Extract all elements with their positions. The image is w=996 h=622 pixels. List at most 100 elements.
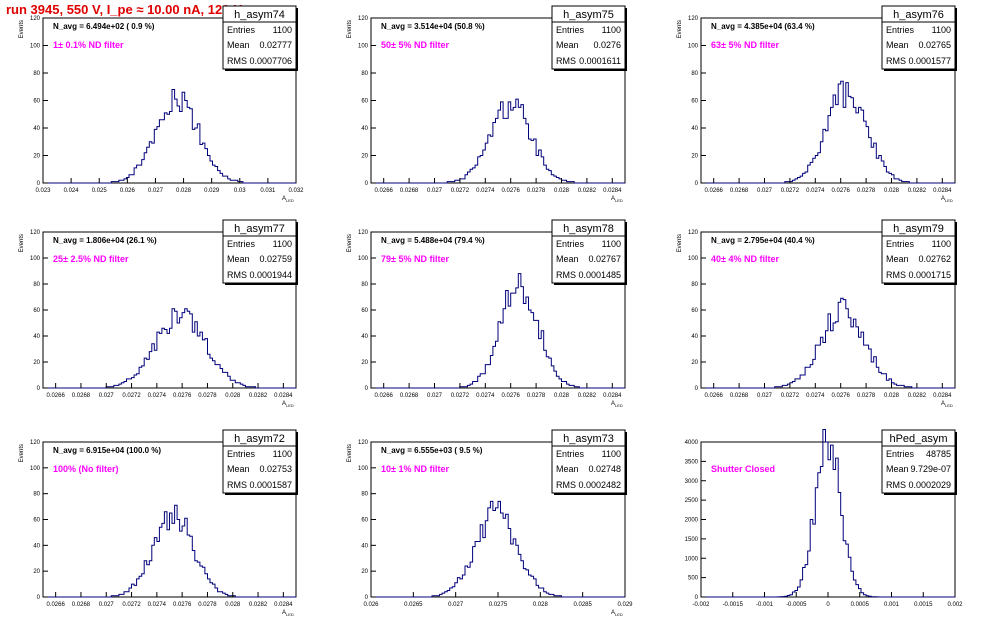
y-tick-label: 120 [30, 440, 41, 446]
x-tick-label: 0.027 [99, 602, 115, 608]
histogram-series-h_asym73 [371, 500, 625, 598]
x-tick-label: 0.031 [260, 188, 276, 194]
y-axis-label: Events [19, 234, 25, 252]
x-tick-label: 0.0282 [908, 188, 927, 194]
y-tick-label: 80 [361, 492, 368, 498]
y-axis-label: Events [677, 20, 683, 38]
y-axis-label: Events [347, 234, 353, 252]
y-tick-label: 20 [33, 569, 40, 575]
histogram-name: h_asym76 [893, 9, 944, 21]
n-avg-text: N_avg = 5.488e+04 (79.4 %) [381, 236, 485, 245]
filter-annotation: 40± 4% ND filter [711, 254, 779, 264]
stats-mean-value: 0.0276 [593, 40, 621, 50]
n-avg-text: N_avg = 1.806e+04 (26.1 %) [53, 236, 157, 245]
histogram-name: h_asym75 [563, 9, 614, 21]
stats-mean-label: Mean [227, 254, 250, 264]
n-avg-text: N_avg = 2.795e+04 (40.4 %) [711, 236, 815, 245]
histogram-series-h_asym74 [43, 89, 296, 184]
stats-mean-value: 0.02762 [918, 254, 951, 264]
n-avg-text: N_avg = 6.555e+03 ( 9.5 %) [381, 446, 483, 455]
stats-mean-label: Mean [886, 254, 909, 264]
x-tick-label: 0.029 [204, 188, 220, 194]
y-tick-label: 20 [361, 154, 368, 160]
x-tick-label: 0.0268 [730, 393, 749, 399]
y-axis-label: Events [347, 444, 353, 462]
stats-rms-label: RMS [886, 480, 906, 490]
x-tick-label: -0.001 [756, 602, 774, 608]
x-tick-label: 0.026 [120, 188, 136, 194]
x-tick-label: 0.026 [363, 602, 379, 608]
y-tick-label: 80 [691, 71, 698, 77]
x-axis-label: ALED [941, 196, 953, 203]
y-tick-label: 100 [30, 44, 41, 50]
stats-entries-label: Entries [886, 449, 915, 459]
x-tick-label: 0.0272 [451, 188, 470, 194]
y-tick-label: 40 [361, 126, 368, 132]
stats-rms-label: RMS [556, 270, 576, 280]
stats-rms-label: RMS [227, 270, 247, 280]
x-tick-label: 0.0268 [730, 188, 749, 194]
histogram-panel-h_asym76: 0.0266 0.0268 0.027 0.0272 0.0274 0.0276 0.027… [677, 5, 957, 203]
histogram-series-hPed_asym [701, 429, 955, 598]
x-axis-label: ALED [941, 401, 953, 408]
y-tick-label: 60 [691, 99, 698, 105]
y-tick-label: 80 [33, 492, 40, 498]
y-tick-label: 20 [691, 154, 698, 160]
stats-mean-value: 0.02767 [588, 254, 621, 264]
stats-entries-label: Entries [886, 239, 915, 249]
y-tick-label: 20 [691, 360, 698, 366]
stats-rms-label: RMS [886, 56, 906, 66]
y-tick-label: 0 [695, 181, 699, 187]
x-tick-label: 0.028 [225, 602, 241, 608]
histogram-series-h_asym72 [43, 504, 296, 598]
x-tick-label: 0.0282 [578, 188, 597, 194]
y-tick-label: 0 [365, 386, 369, 392]
y-tick-label: 100 [30, 466, 41, 472]
histogram-series-h_asym75 [371, 98, 625, 184]
y-tick-label: 60 [33, 308, 40, 314]
y-axis-label: Events [677, 234, 683, 252]
stats-rms-label: RMS [886, 270, 906, 280]
y-tick-label: 2500 [685, 498, 699, 504]
x-tick-label: 0.032 [288, 188, 304, 194]
x-tick-label: 0.0278 [857, 188, 876, 194]
stats-mean-label: Mean [886, 464, 909, 474]
histogram-name: h_asym74 [234, 9, 285, 21]
histogram-name: hPed_asym [889, 433, 947, 445]
y-tick-label: 20 [33, 360, 40, 366]
stats-entries-label: Entries [886, 25, 915, 35]
stats-rms-label: RMS [556, 480, 576, 490]
x-tick-label: 0.028 [884, 393, 900, 399]
x-tick-label: 0.028 [554, 188, 570, 194]
x-tick-label: 0.0284 [274, 602, 293, 608]
x-tick-label: 0.0284 [274, 393, 293, 399]
x-tick-label: 0.0285 [573, 602, 592, 608]
y-tick-label: 0 [365, 181, 369, 187]
x-tick-label: 0.0272 [122, 393, 141, 399]
stats-mean-value: 0.02759 [259, 254, 292, 264]
stats-box [551, 429, 626, 494]
x-tick-label: 0.0276 [832, 188, 851, 194]
filter-annotation: 63± 5% ND filter [711, 40, 779, 50]
x-tick-label: 0.0276 [832, 393, 851, 399]
y-tick-label: 40 [33, 543, 40, 549]
stats-mean-value: 0.02753 [259, 464, 292, 474]
y-tick-label: 80 [361, 282, 368, 288]
x-tick-label: 0.0282 [249, 602, 268, 608]
y-tick-label: 120 [30, 16, 41, 22]
x-tick-label: 0.0282 [249, 393, 268, 399]
histogram-series-h_asym79 [701, 297, 955, 389]
x-tick-label: 0.0274 [148, 602, 167, 608]
x-tick-label: 0.0266 [705, 393, 724, 399]
stats-entries-value: 1100 [932, 239, 951, 249]
stats-mean-label: Mean [227, 40, 250, 50]
stats-rms-value: 0.0001611 [579, 56, 621, 66]
y-tick-label: 4000 [685, 440, 699, 446]
x-tick-label: 0.001 [884, 602, 900, 608]
stats-entries-value: 1100 [273, 449, 292, 459]
stats-entries-label: Entries [227, 449, 256, 459]
y-tick-label: 120 [688, 16, 699, 22]
y-tick-label: 0 [37, 595, 41, 601]
x-tick-label: 0.0272 [781, 188, 800, 194]
y-tick-label: 40 [691, 126, 698, 132]
